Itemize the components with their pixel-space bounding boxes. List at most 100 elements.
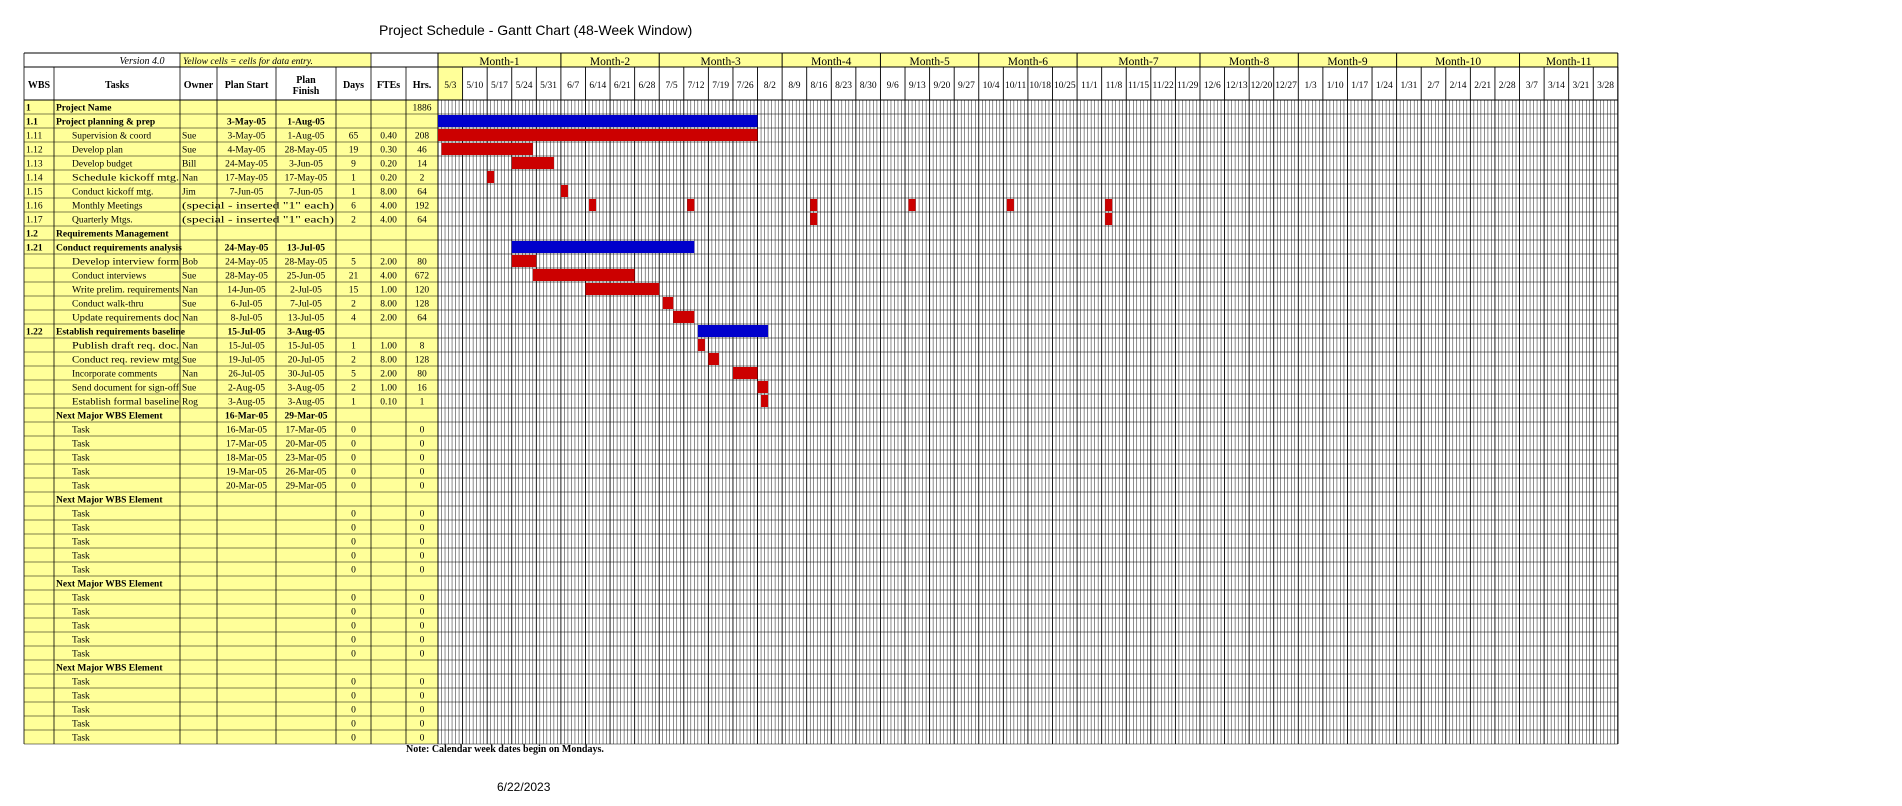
hrs-cell: 0 xyxy=(420,482,425,492)
task-cell: Task xyxy=(72,482,90,492)
week-header: 6/7 xyxy=(567,81,579,91)
plan-finish-cell: 17-Mar-05 xyxy=(286,426,327,436)
owner-cell: Jim xyxy=(182,188,196,198)
days-cell: 9 xyxy=(351,160,356,170)
task-cell: Requirements Management xyxy=(56,230,169,240)
hrs-cell: 0 xyxy=(420,468,425,478)
days-cell: 1 xyxy=(351,342,356,352)
days-cell: 0 xyxy=(351,734,356,744)
ftes-cell: 8.00 xyxy=(380,356,397,366)
days-cell: 21 xyxy=(349,272,359,282)
days-cell: 0 xyxy=(351,426,356,436)
month-header: Month-1 xyxy=(479,56,520,68)
hrs-cell: 0 xyxy=(420,636,425,646)
days-cell: 6 xyxy=(351,202,356,212)
task-cell: Develop budget xyxy=(72,160,133,170)
task-cell: Supervision & coord xyxy=(72,132,151,142)
task-cell: Monthly Meetings xyxy=(72,202,143,212)
task-cell: Project planning & prep xyxy=(56,118,155,128)
plan-finish-cell: 3-Aug-05 xyxy=(287,328,325,338)
chart-title: Project Schedule - Gantt Chart (48-Week … xyxy=(379,22,693,38)
plan-start-cell: 3-May-05 xyxy=(227,118,266,128)
task-cell: Conduct kickoff mtg. xyxy=(72,187,153,198)
plan-finish-cell: 13-Jul-05 xyxy=(288,314,325,324)
task-cell: Task xyxy=(72,706,90,716)
month-header: Month-11 xyxy=(1546,56,1592,68)
days-cell: 0 xyxy=(351,706,356,716)
wbs-cell: 1.15 xyxy=(26,188,43,198)
task-cell: Task xyxy=(72,608,90,618)
task-bar xyxy=(708,353,719,365)
ftes-cell: 4.00 xyxy=(380,202,397,212)
plan-start-cell: 2-Aug-05 xyxy=(228,384,265,394)
hrs-cell: 0 xyxy=(420,524,425,534)
plan-finish-cell: 28-May-05 xyxy=(285,146,328,156)
week-header: 10/4 xyxy=(983,81,1000,91)
owner-cell: Sue xyxy=(182,384,196,394)
task-cell: Next Major WBS Element xyxy=(56,580,163,590)
month-header: Month-4 xyxy=(811,56,852,68)
hrs-cell: 8 xyxy=(420,342,425,352)
hrs-cell: 80 xyxy=(417,370,427,380)
yellow-note: Yellow cells = cells for data entry. xyxy=(183,56,313,67)
hrs-cell: 0 xyxy=(420,440,425,450)
owner-cell: Sue xyxy=(182,300,196,310)
task-cell: Develop plan xyxy=(72,146,123,156)
hrs-cell: 64 xyxy=(417,188,427,198)
col-header-hrs: Hrs. xyxy=(413,80,432,91)
owner-cell: Nan xyxy=(182,174,198,184)
wbs-cell: 1.17 xyxy=(26,216,43,226)
days-cell: 0 xyxy=(351,524,356,534)
ftes-cell: 2.00 xyxy=(380,314,397,324)
week-header: 8/30 xyxy=(860,81,877,91)
days-cell: 0 xyxy=(351,482,356,492)
plan-finish-cell: 3-Aug-05 xyxy=(288,384,325,394)
header-background xyxy=(24,67,438,100)
days-cell: 0 xyxy=(351,538,356,548)
week-header: 11/15 xyxy=(1128,81,1150,91)
owner-cell: Sue xyxy=(182,146,196,156)
task-cell: Next Major WBS Element xyxy=(56,664,163,674)
ftes-cell: 2.00 xyxy=(380,370,397,380)
plan-start-cell: 16-Mar-05 xyxy=(226,426,267,436)
wbs-cell: 1.1 xyxy=(26,118,38,128)
owner-cell: Nan xyxy=(182,314,198,324)
task-bar xyxy=(1006,199,1014,211)
version-label: Version 4.0 xyxy=(120,56,165,67)
plan-start-cell: 24-May-05 xyxy=(225,258,268,268)
plan-finish-cell: 13-Jul-05 xyxy=(287,244,325,254)
week-header: 3/7 xyxy=(1526,81,1538,91)
plan-finish-cell: 26-Mar-05 xyxy=(286,468,327,478)
days-cell: 0 xyxy=(351,468,356,478)
col-header-owner: Owner xyxy=(184,80,214,91)
wbs-cell: 1.13 xyxy=(26,160,43,170)
hrs-cell: 0 xyxy=(420,608,425,618)
owner-cell: Sue xyxy=(182,132,196,142)
days-cell: 65 xyxy=(349,132,359,142)
month-header: Month-8 xyxy=(1229,56,1270,68)
task-bar xyxy=(687,199,695,211)
days-cell: 2 xyxy=(351,216,356,226)
week-header: 11/29 xyxy=(1177,81,1199,91)
task-bar xyxy=(810,213,818,225)
wbs-cell: 1.2 xyxy=(26,230,38,240)
plan-start-cell: 24-May-05 xyxy=(225,244,269,254)
task-cell: Quarterly Mtgs. xyxy=(72,216,133,226)
task-cell: Task xyxy=(72,734,90,744)
owner-cell: Sue xyxy=(182,356,196,366)
days-cell: 1 xyxy=(351,188,356,198)
days-cell: 1 xyxy=(351,398,356,408)
week-header: 6/28 xyxy=(638,81,655,91)
owner-cell: (special - inserted "1" each) xyxy=(182,201,334,212)
week-header: 7/12 xyxy=(688,81,705,91)
hrs-cell: 128 xyxy=(415,300,430,310)
ftes-cell: 4.00 xyxy=(380,216,397,226)
plan-start-cell: 17-May-05 xyxy=(225,174,268,184)
days-cell: 0 xyxy=(351,720,356,730)
task-cell: Conduct requirements analysis xyxy=(56,244,182,254)
days-cell: 0 xyxy=(351,608,356,618)
plan-start-cell: 19-Jul-05 xyxy=(228,356,265,366)
days-cell: 2 xyxy=(351,300,356,310)
hrs-cell: 0 xyxy=(420,678,425,688)
task-bar xyxy=(662,297,674,309)
